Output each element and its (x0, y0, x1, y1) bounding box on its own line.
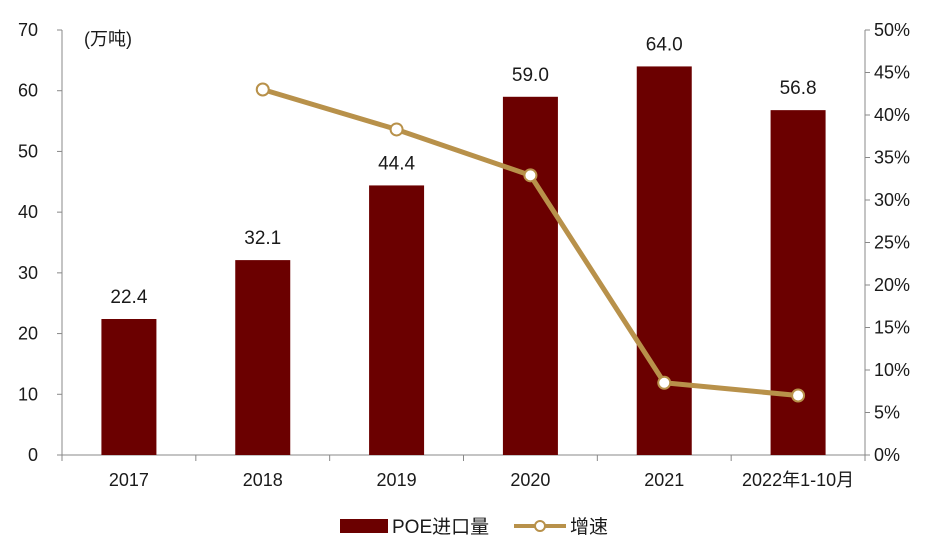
axes: 0 10 20 30 40 50 60 70 0% 5% 10% 15% 20% 25% 30% 35% 40%… (18, 20, 910, 490)
x-tick-label: 2021 (644, 470, 684, 490)
y-right-tick-label: 30% (874, 190, 910, 210)
y-right-tick-label: 45% (874, 63, 910, 83)
y-left-tick-label: 60 (18, 81, 38, 101)
bar-value-label: 22.4 (110, 287, 147, 308)
legend-swatch-bar (340, 519, 388, 533)
bars (101, 66, 826, 456)
x-tick-label: 2019 (377, 470, 417, 490)
y-left-tick-label: 20 (18, 324, 38, 344)
y-right-tick-label: 15% (874, 318, 910, 338)
growth-point (657, 375, 672, 390)
y-right-tick-label: 40% (874, 105, 910, 125)
x-tick-label: 2020 (510, 470, 550, 490)
y-right-tick-label: 50% (874, 20, 910, 40)
unit-label: (万吨) (84, 29, 132, 49)
bar-value-label: 64.0 (646, 34, 683, 55)
growth-point (523, 168, 538, 183)
legend-swatch-marker (534, 520, 546, 532)
bar-value-label: 56.8 (780, 78, 817, 99)
bar (101, 319, 157, 455)
y-left-tick-label: 40 (18, 202, 38, 222)
legend-label-line: 增速 (570, 516, 608, 538)
growth-point (389, 122, 404, 137)
bar-value-label: 59.0 (512, 65, 549, 86)
legend-label-bar: POE进口量 (392, 516, 489, 538)
bar-value-label: 32.1 (244, 228, 281, 249)
bar (770, 110, 826, 456)
y-right-tick-label: 0% (874, 445, 900, 465)
growth-point (791, 388, 806, 403)
data-labels: 22.4 32.1 44.4 59.0 64.0 56.8 (110, 34, 816, 308)
bar (369, 185, 425, 455)
y-right-tick-label: 10% (874, 360, 910, 380)
y-left-tick-label: 70 (18, 20, 38, 40)
growth-line (255, 82, 806, 403)
y-right-tick-label: 20% (874, 275, 910, 295)
y-left-tick-label: 10 (18, 384, 38, 404)
x-tick-label: 2017 (109, 470, 149, 490)
bar-value-label: 44.4 (378, 153, 415, 174)
bar (636, 66, 692, 455)
bar (235, 260, 291, 455)
y-left-tick-label: 0 (28, 445, 38, 465)
bar (502, 96, 558, 456)
growth-point (255, 82, 270, 97)
y-left-tick-label: 50 (18, 141, 38, 161)
y-right-tick-label: 5% (874, 403, 900, 423)
x-tick-label: 2022年1-10月 (742, 470, 854, 490)
legend: POE进口量 增速 (340, 516, 608, 538)
y-left-tick-label: 30 (18, 263, 38, 283)
y-right-tick-label: 35% (874, 148, 910, 168)
y-right-tick-label: 25% (874, 233, 910, 253)
x-tick-label: 2018 (243, 470, 283, 490)
